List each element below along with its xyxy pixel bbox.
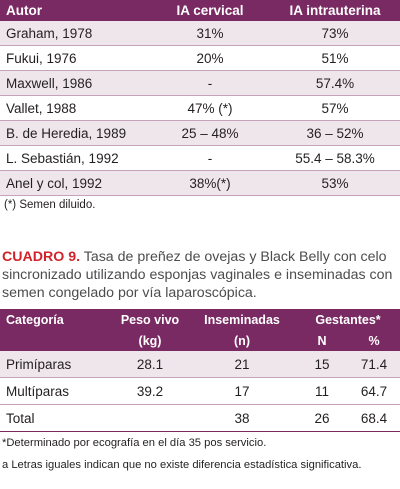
header-n: N — [296, 330, 348, 351]
table-row: Vallet, 1988 47% (*) 57% — [0, 95, 400, 121]
cell-gestantes-n: 26 — [296, 404, 348, 432]
table-row-total: Total 38 26 68.4 — [0, 404, 400, 432]
cell-inseminadas: 21 — [188, 351, 296, 378]
cell-inseminadas: 17 — [188, 377, 296, 405]
cell-gestantes-pct: 64.7 — [348, 377, 400, 405]
cell-gestantes-n: 11 — [296, 377, 348, 405]
cuadro-text: Tasa de preñez de ovejas y Black Belly c… — [2, 249, 393, 301]
pregnancy-rate-table: Categoría Peso vivo Inseminadas Gestante… — [0, 309, 400, 432]
cell-ia-cervical: 20% — [150, 45, 270, 71]
table-row: Primíparas 28.1 21 15 71.4 — [0, 351, 400, 378]
header-categoria: Categoría — [0, 309, 112, 330]
cell-categoria: Multíparas — [0, 377, 112, 405]
cell-ia-cervical: 38%(*) — [150, 170, 270, 196]
cell-ia-intrauterina: 55.4 – 58.3% — [270, 145, 400, 171]
cell-peso-vivo — [112, 404, 188, 432]
cell-inseminadas: 38 — [188, 404, 296, 432]
cell-gestantes-pct: 68.4 — [348, 404, 400, 432]
table-row: Fukui, 1976 20% 51% — [0, 45, 400, 71]
cell-autor: Graham, 1978 — [0, 21, 150, 46]
table-row: Graham, 1978 31% 73% — [0, 21, 400, 46]
header-pct: % — [348, 330, 400, 351]
cell-ia-intrauterina: 53% — [270, 170, 400, 196]
cell-ia-cervical: - — [150, 145, 270, 171]
cell-autor: L. Sebastián, 1992 — [0, 145, 150, 171]
header-gestantes: Gestantes* — [296, 309, 400, 330]
header-inseminadas-unit: (n) — [188, 330, 296, 351]
table-header-row: Categoría Peso vivo Inseminadas Gestante… — [0, 309, 400, 330]
table-header-row: Autor IA cervical IA intrauterina — [0, 0, 400, 21]
document-page: Autor IA cervical IA intrauterina Graham… — [0, 0, 400, 471]
cell-ia-cervical: 31% — [150, 21, 270, 46]
cell-gestantes-pct: 71.4 — [348, 351, 400, 378]
cell-autor: Fukui, 1976 — [0, 45, 150, 71]
footnote-letras: a Letras iguales indican que no existe d… — [2, 459, 362, 471]
table1-note: (*) Semen diluido. — [4, 199, 96, 211]
header-inseminadas: Inseminadas — [188, 309, 296, 330]
cell-autor: Maxwell, 1986 — [0, 70, 150, 96]
cell-autor: B. de Heredia, 1989 — [0, 120, 150, 146]
table-row: B. de Heredia, 1989 25 – 48% 36 – 52% — [0, 120, 400, 146]
header-peso-unit: (kg) — [112, 330, 188, 351]
cell-ia-cervical: 25 – 48% — [150, 120, 270, 146]
table-row: L. Sebastián, 1992 - 55.4 – 58.3% — [0, 145, 400, 171]
cell-ia-cervical: 47% (*) — [150, 95, 270, 121]
cell-ia-cervical: - — [150, 70, 270, 96]
table-subheader-row: (kg) (n) N % — [0, 330, 400, 351]
cell-ia-intrauterina: 57.4% — [270, 70, 400, 96]
cuadro-label: CUADRO 9. — [2, 249, 81, 265]
cell-autor: Anel y col, 1992 — [0, 170, 150, 196]
insemination-comparison-table: Autor IA cervical IA intrauterina Graham… — [0, 0, 400, 196]
cell-ia-intrauterina: 51% — [270, 45, 400, 71]
header-ia-intrauterina: IA intrauterina — [270, 0, 400, 21]
cell-peso-vivo: 39.2 — [112, 377, 188, 405]
header-ia-cervical: IA cervical — [150, 0, 270, 21]
cell-categoria: Total — [0, 404, 112, 432]
cell-categoria: Primíparas — [0, 351, 112, 378]
table-row: Anel y col, 1992 38%(*) 53% — [0, 170, 400, 196]
cell-autor: Vallet, 1988 — [0, 95, 150, 121]
cell-peso-vivo: 28.1 — [112, 351, 188, 378]
header-blank — [0, 330, 112, 351]
header-autor: Autor — [0, 0, 150, 21]
header-peso-vivo: Peso vivo — [112, 309, 188, 330]
cuadro-caption: CUADRO 9. Tasa de preñez de ovejas y Bla… — [0, 248, 400, 302]
footnote-ecografia: *Determinado por ecografía en el día 35 … — [2, 437, 267, 449]
cell-ia-intrauterina: 57% — [270, 95, 400, 121]
table-row: Maxwell, 1986 - 57.4% — [0, 70, 400, 96]
cell-gestantes-n: 15 — [296, 351, 348, 378]
cell-ia-intrauterina: 36 – 52% — [270, 120, 400, 146]
cell-ia-intrauterina: 73% — [270, 21, 400, 46]
table-row: Multíparas 39.2 17 11 64.7 — [0, 377, 400, 405]
